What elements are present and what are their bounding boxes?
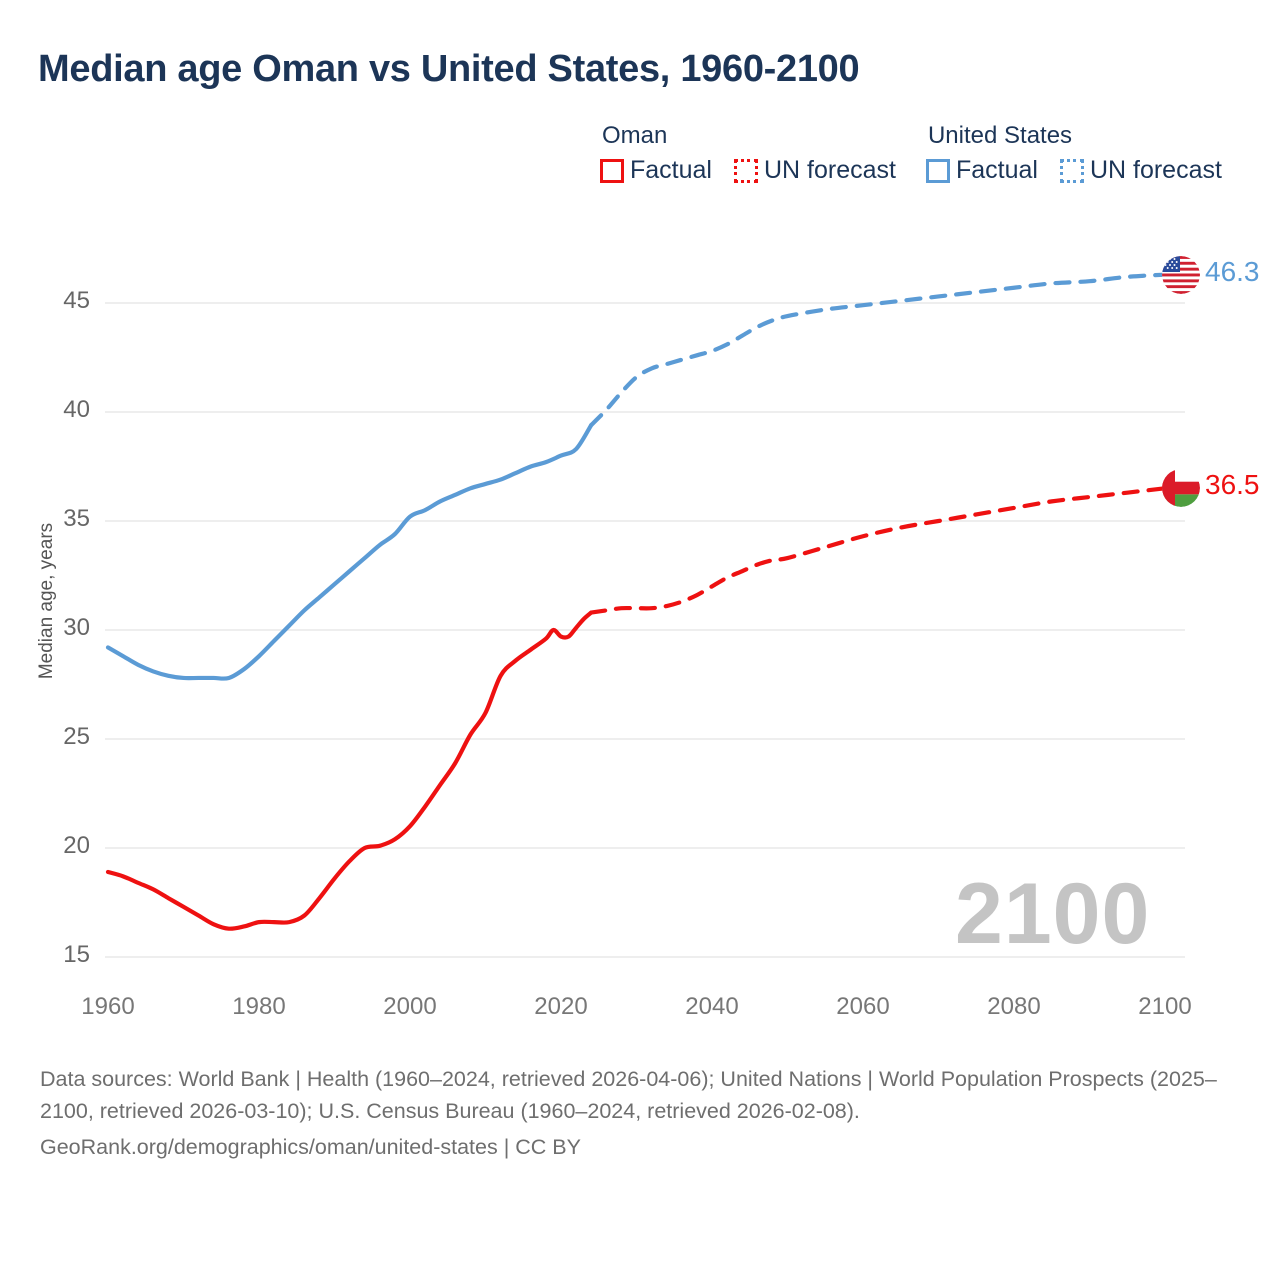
legend-label-oman-forecast: UN forecast [763, 156, 896, 184]
legend-item-oman-forecast[interactable]: UN forecast [733, 156, 896, 185]
x-tick-label: 2080 [987, 993, 1041, 1020]
legend-swatch-dotted-blue-icon [1059, 158, 1084, 183]
chart-series-layer [105, 272, 1168, 931]
y-axis-title: Median age, years [36, 522, 57, 680]
x-tick-label: 2000 [383, 993, 437, 1020]
footer-sources: Data sources: World Bank | Health (1960–… [40, 1067, 1217, 1123]
legend-label-us-factual: Factual [955, 156, 1038, 184]
y-tick-label: 40 [63, 396, 90, 423]
legend-label-us-forecast: UN forecast [1089, 156, 1222, 184]
legend-item-us-forecast[interactable]: UN forecast [1059, 156, 1222, 185]
us-end-value-label: 46.3 [1205, 255, 1260, 287]
y-tick-label: 20 [63, 832, 90, 859]
legend-swatch-solid-red-icon [600, 158, 624, 183]
legend-group-united-states: United States Factual UN forecast [925, 122, 1222, 185]
series-line-united-states-forecast [589, 272, 1168, 428]
legend-label-oman-factual: Factual [630, 156, 712, 184]
x-tick-label: 2060 [836, 993, 890, 1020]
legend-country-oman: Oman [602, 122, 668, 149]
chart-legend: Oman Factual UN forecast United States F… [600, 122, 1222, 185]
legend-swatch-dotted-red-icon [733, 158, 758, 183]
x-tick-label: 1960 [81, 993, 135, 1020]
oman-flag-icon [1162, 469, 1200, 508]
us-flag-icon [1162, 255, 1200, 294]
chart-plot-area [105, 272, 1185, 958]
x-tick-label: 2040 [685, 993, 739, 1020]
legend-swatch-solid-blue-icon [925, 158, 950, 183]
series-line-oman-factual [105, 610, 594, 931]
footer-link[interactable]: GeoRank.org/demographics/oman/united-sta… [40, 1135, 581, 1159]
page-title: Median age Oman vs United States, 1960-2… [38, 48, 860, 90]
series-line-united-states-factual [105, 422, 594, 681]
legend-item-oman-factual[interactable]: Factual [600, 156, 712, 185]
y-tick-label: 45 [63, 287, 90, 314]
y-tick-label: 25 [63, 723, 90, 750]
legend-item-us-factual[interactable]: Factual [925, 156, 1038, 185]
chart-gridlines [105, 302, 1185, 958]
oman-end-value-label: 36.5 [1205, 469, 1260, 501]
x-tick-label: 1980 [232, 993, 286, 1020]
x-tick-label: 2020 [534, 993, 588, 1020]
y-tick-label: 15 [63, 941, 90, 968]
series-line-oman-forecast [589, 486, 1168, 615]
x-tick-label: 2100 [1138, 993, 1192, 1020]
y-tick-label: 30 [63, 614, 90, 641]
legend-country-united-states: United States [927, 122, 1073, 149]
legend-group-oman: Oman Factual UN forecast [600, 122, 896, 185]
chart-footer: Data sources: World Bank | Health (1960–… [40, 1063, 1220, 1163]
y-tick-label: 35 [63, 505, 90, 532]
